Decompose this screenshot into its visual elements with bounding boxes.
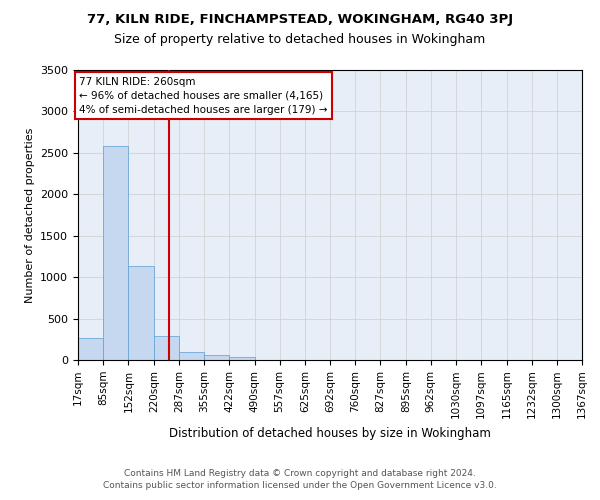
- Text: 77, KILN RIDE, FINCHAMPSTEAD, WOKINGHAM, RG40 3PJ: 77, KILN RIDE, FINCHAMPSTEAD, WOKINGHAM,…: [87, 12, 513, 26]
- Bar: [204, 355, 229, 360]
- Text: 77 KILN RIDE: 260sqm
← 96% of detached houses are smaller (4,165)
4% of semi-det: 77 KILN RIDE: 260sqm ← 96% of detached h…: [79, 76, 328, 114]
- Bar: [128, 266, 154, 360]
- Bar: [103, 146, 128, 360]
- Bar: [229, 357, 254, 360]
- X-axis label: Distribution of detached houses by size in Wokingham: Distribution of detached houses by size …: [169, 427, 491, 440]
- Text: Size of property relative to detached houses in Wokingham: Size of property relative to detached ho…: [115, 32, 485, 46]
- Bar: [78, 338, 103, 360]
- Bar: [179, 352, 204, 360]
- Bar: [154, 336, 179, 360]
- Text: Contains HM Land Registry data © Crown copyright and database right 2024.: Contains HM Land Registry data © Crown c…: [124, 468, 476, 477]
- Text: Contains public sector information licensed under the Open Government Licence v3: Contains public sector information licen…: [103, 481, 497, 490]
- Y-axis label: Number of detached properties: Number of detached properties: [25, 128, 35, 302]
